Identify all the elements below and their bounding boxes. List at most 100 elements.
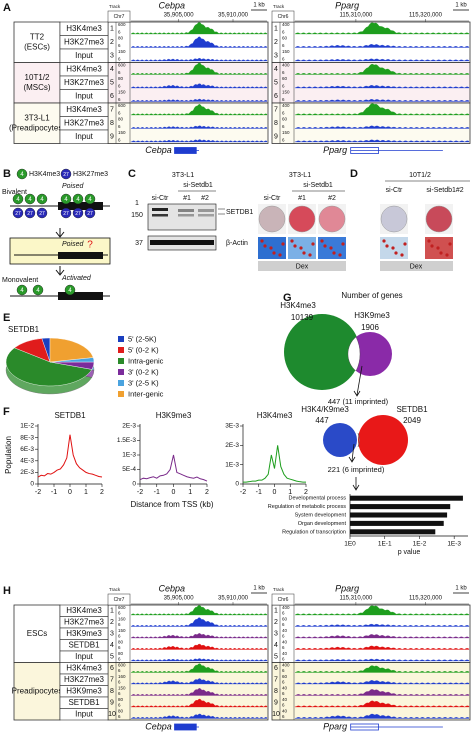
track-number: 5 [110,80,114,87]
track-scale-min: 6 [282,622,285,627]
cell [278,253,282,257]
signal-track [294,605,470,616]
track-number: 5 [274,654,278,661]
lane-label: si-Ctr [386,187,403,194]
track-mark: H3K9me3 [66,629,102,638]
track-scale-max: 160 [118,674,126,679]
coordinate: 115,320,000 [409,13,443,19]
cell [391,246,395,250]
poised-box [9,237,111,265]
track-mark: H3K4me3 [66,606,102,615]
state-label: Poised [62,241,85,248]
signal-track [294,63,470,75]
lane-label: si-Ctr [264,195,281,202]
nucleosome-label: 27 [63,172,69,178]
cell [311,242,315,246]
band-arrow [218,208,225,215]
band [178,209,194,212]
track-number: 9 [110,134,114,141]
cell [403,242,407,246]
marker-label: 1 [135,200,139,207]
group-background [107,604,269,663]
header-box [271,10,295,23]
track-number: 6 [110,665,114,672]
nucleosome [84,193,96,205]
panel-letter: E [3,312,10,324]
track-number: 3 [274,53,278,60]
legend-swatch [118,380,124,386]
nucleosome [60,207,72,219]
track-scale-max: 400 [282,103,290,108]
cell [448,242,452,246]
cell [329,246,333,250]
nucleosome-label: 27 [39,211,45,217]
mark-box [59,129,109,144]
track-scale-min: 6 [118,714,121,719]
dish [258,205,286,233]
venn-label: H3K9me3 [354,311,390,320]
track-header: Track [109,4,121,9]
track-scale-min: 6 [282,97,285,102]
track-number: 7 [110,107,114,114]
track-number: 8 [110,120,114,127]
track-scale-min: 6 [118,111,121,116]
track-number: 9 [274,134,278,141]
group-box [13,21,61,63]
protein-label: SETDB1 [226,209,253,216]
category-label: Developmental process [289,496,347,502]
treatment-label: Dex [410,263,423,270]
chromosome: Chr7 [114,597,125,603]
gene-name: Pparg [323,145,347,155]
y-tick-label: 2E-3 [20,469,34,476]
cell [445,253,449,257]
cell [382,239,386,243]
coordinate: 35,905,000 [164,596,195,602]
nucleosome-label: 4 [28,197,32,203]
nucleosome [36,207,48,219]
cell [290,239,294,243]
pie-slice [49,337,94,363]
track-scale-max: 80 [118,640,124,645]
group-label: 10T1/2 [25,73,50,82]
track-scale-max: 80 [118,709,124,714]
header-box [107,593,131,606]
track-mark: Input [75,91,94,100]
track-scale-min: 6 [282,138,285,143]
track-mark: Input [75,709,94,718]
track-scale-min: 6 [118,70,121,75]
signal-track [130,663,268,673]
track-number: 4 [110,642,114,649]
axis [139,424,207,485]
y-tick-label: 1E-2 [20,423,34,430]
track-scale-min: 6 [118,138,121,143]
track-scale-min: 6 [282,668,285,673]
cell [260,239,264,243]
panel-letter: D [350,168,358,180]
track-number: 3 [274,631,278,638]
signal-track [130,698,268,708]
x-tick-label: 1E-2 [413,541,427,548]
band [198,214,214,217]
track-number: 2 [274,619,278,626]
lane-label: #1 [298,195,306,202]
group-label: ESCs [27,629,47,638]
line-series [243,445,306,483]
track-scale-max: 150 [282,130,290,135]
nucleosome-label: 4 [20,288,24,294]
track-number: 2 [110,39,114,46]
signal-track [294,139,470,143]
group-background [107,21,269,63]
nucleosome [24,207,36,219]
line-series [37,434,103,478]
track-scale-min: 6 [118,84,121,89]
track-scale-max: 400 [282,63,290,68]
signal-track [294,700,470,708]
x-tick-label: 0 [172,489,176,496]
track-number: 10 [108,711,116,718]
x-tick-label: 1E-3 [447,541,461,548]
track-header: Track [273,4,285,9]
track-number: 4 [274,66,278,73]
nucleosome [32,284,44,296]
venn-label: H3K4/K9me3 [301,405,349,414]
track-number: 9 [274,700,278,707]
